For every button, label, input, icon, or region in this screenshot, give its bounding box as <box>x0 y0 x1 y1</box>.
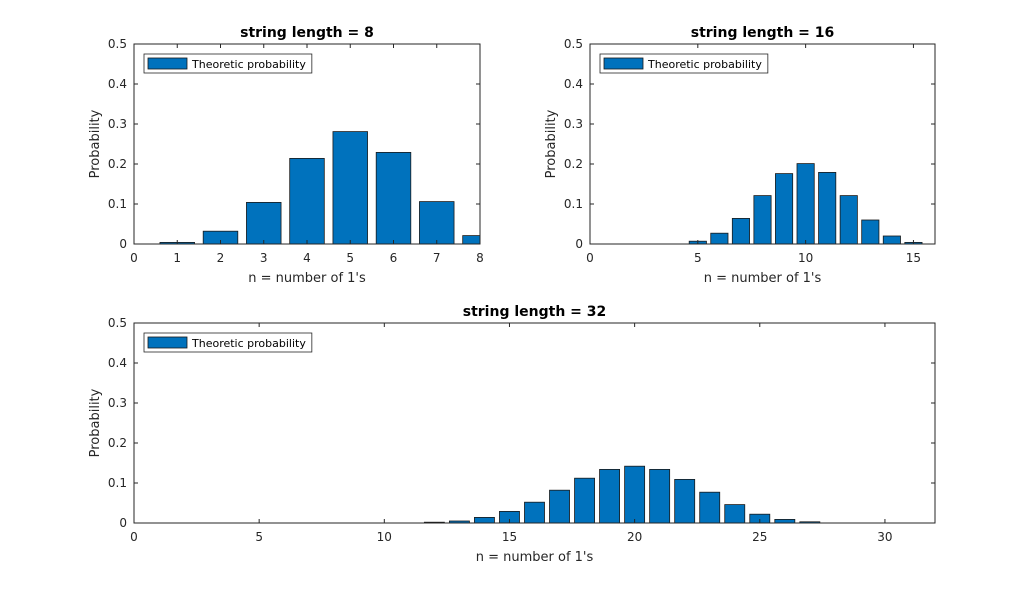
bar <box>474 517 495 523</box>
x-tick-label: 15 <box>906 251 921 265</box>
x-tick-label: 8 <box>476 251 484 265</box>
x-tick-label: 30 <box>877 530 892 544</box>
legend: Theoretic probability <box>599 53 769 74</box>
x-tick-label: 20 <box>627 530 642 544</box>
y-tick-label: 0 <box>119 237 127 251</box>
y-tick-label: 0.5 <box>108 37 127 51</box>
y-tick-label: 0.3 <box>108 396 127 410</box>
x-axis-label: n = number of 1's <box>248 271 366 286</box>
chart-title: string length = 8 <box>240 25 374 41</box>
y-tick-label: 0.5 <box>564 37 583 51</box>
bar <box>246 201 282 244</box>
y-tick-label: 0.4 <box>564 77 583 91</box>
bar <box>882 235 901 244</box>
x-tick-label: 2 <box>217 251 225 265</box>
bar <box>599 468 621 523</box>
chart-title: string length = 32 <box>463 304 607 320</box>
bar <box>524 501 545 523</box>
chart-2: 0 5 10 15 0 0.1 0.2 0.3 0.4 0.5 string length = 16… <box>544 25 936 286</box>
y-tick-label: 0.1 <box>564 197 583 211</box>
x-tick-label: 3 <box>260 251 268 265</box>
y-tick-label: 0.4 <box>108 77 127 91</box>
bar <box>775 173 794 244</box>
bar <box>753 195 772 244</box>
x-tick-label: 5 <box>255 530 263 544</box>
bars <box>423 465 821 523</box>
bar <box>710 232 729 244</box>
bar <box>375 151 412 244</box>
y-tick-label: 0.2 <box>108 436 127 450</box>
x-tick-label: 0 <box>130 530 138 544</box>
bar <box>624 465 646 523</box>
bar <box>796 163 815 244</box>
x-tick-label: 5 <box>346 251 354 265</box>
bar <box>724 504 746 523</box>
y-tick-label: 0 <box>119 516 127 530</box>
x-tick-label: 15 <box>502 530 517 544</box>
bar <box>448 520 470 523</box>
y-tick-label: 0.2 <box>108 157 127 171</box>
legend-swatch <box>603 57 644 70</box>
plot-area <box>134 323 935 523</box>
x-tick-label: 10 <box>798 251 813 265</box>
legend-label: Theoretic probability <box>647 58 762 71</box>
bar <box>731 217 750 244</box>
legend-swatch <box>147 57 188 70</box>
x-tick-label: 1 <box>173 251 181 265</box>
x-tick-label: 25 <box>752 530 767 544</box>
y-tick-label: 0 <box>575 237 583 251</box>
bar <box>649 468 671 523</box>
legend-label: Theoretic probability <box>191 58 306 71</box>
axes-frame <box>133 322 936 524</box>
y-tick-label: 0.1 <box>108 476 127 490</box>
bars <box>159 131 480 244</box>
chart-1: 0 1 2 3 4 5 6 7 8 0 0.1 0.2 0.3 0.4 0.5 string length =… <box>88 25 484 286</box>
y-axis-label: Probability <box>88 388 103 457</box>
chart-3: 0 5 10 15 20 25 30 0 0.1 0.2 0.3 0.4 0.5 string lengt… <box>88 304 936 565</box>
bars <box>688 163 923 244</box>
bar <box>332 131 368 244</box>
x-tick-label: 0 <box>586 251 594 265</box>
bar <box>289 157 325 244</box>
bar <box>839 195 858 244</box>
bar <box>574 477 595 523</box>
y-tick-label: 0.3 <box>564 117 583 131</box>
x-tick-label: 4 <box>303 251 311 265</box>
chart-title: string length = 16 <box>691 25 835 41</box>
legend-swatch <box>147 336 188 349</box>
bar <box>549 489 570 523</box>
y-axis-label: Probability <box>544 109 559 178</box>
y-tick-label: 0.4 <box>108 356 127 370</box>
bar <box>419 201 455 244</box>
y-tick-label: 0.5 <box>108 316 127 330</box>
legend: Theoretic probability <box>143 53 313 74</box>
bar <box>674 478 696 523</box>
bar <box>818 171 837 244</box>
x-tick-label: 7 <box>433 251 441 265</box>
x-tick-label: 0 <box>130 251 138 265</box>
bar <box>861 219 880 244</box>
y-axis-label: Probability <box>88 109 103 178</box>
bar <box>462 235 480 244</box>
y-tick-label: 0.3 <box>108 117 127 131</box>
axes-frame <box>589 43 936 245</box>
legend-label: Theoretic probability <box>191 337 306 350</box>
x-tick-label: 5 <box>694 251 702 265</box>
bar <box>749 513 771 523</box>
bar <box>699 491 721 523</box>
y-tick-label: 0.1 <box>108 197 127 211</box>
x-axis-label: n = number of 1's <box>476 550 594 565</box>
x-tick-label: 10 <box>377 530 392 544</box>
legend: Theoretic probability <box>143 332 313 353</box>
x-axis-label: n = number of 1's <box>704 271 822 286</box>
x-tick-label: 6 <box>390 251 398 265</box>
y-tick-label: 0.2 <box>564 157 583 171</box>
bar <box>774 519 796 523</box>
